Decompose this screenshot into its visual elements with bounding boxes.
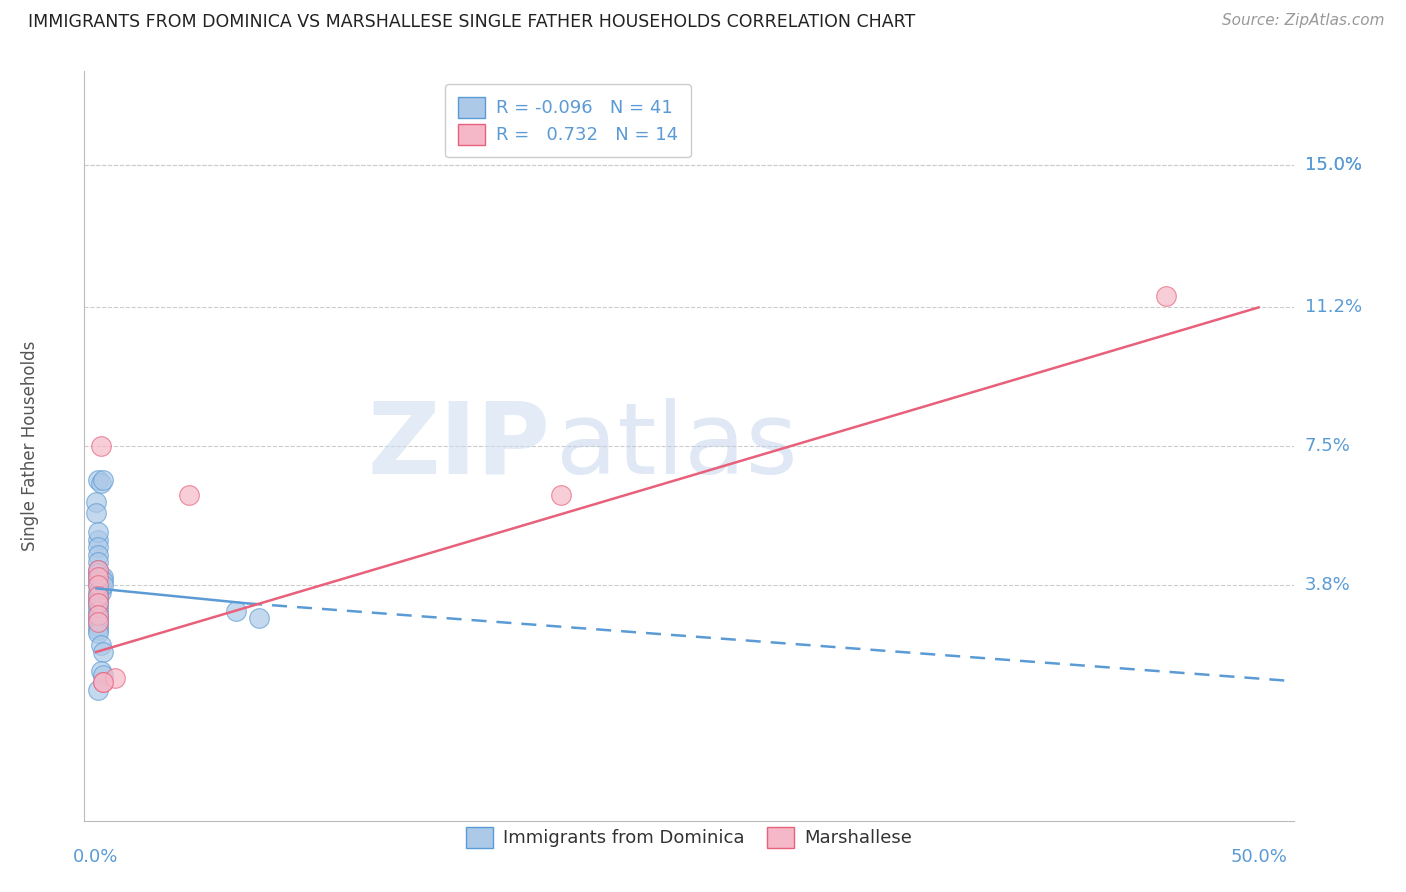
Point	[87, 615, 110, 629]
Text: ZIP: ZIP	[367, 398, 550, 494]
Point	[90, 577, 112, 591]
Text: 11.2%: 11.2%	[1305, 299, 1362, 317]
Point	[87, 615, 110, 629]
Point	[87, 566, 110, 581]
Text: Source: ZipAtlas.com: Source: ZipAtlas.com	[1222, 13, 1385, 29]
Point	[91, 667, 114, 681]
Point	[91, 473, 114, 487]
Point	[90, 664, 112, 678]
Point	[87, 563, 110, 577]
Point	[87, 570, 110, 584]
Text: 3.8%: 3.8%	[1305, 575, 1350, 593]
Point	[91, 570, 114, 584]
Point	[87, 619, 110, 633]
Point	[87, 525, 110, 540]
Point	[87, 589, 110, 603]
Point	[550, 488, 572, 502]
Legend: Immigrants from Dominica, Marshallese: Immigrants from Dominica, Marshallese	[453, 814, 925, 860]
Text: 50.0%: 50.0%	[1230, 848, 1286, 866]
Text: IMMIGRANTS FROM DOMINICA VS MARSHALLESE SINGLE FATHER HOUSEHOLDS CORRELATION CHA: IMMIGRANTS FROM DOMINICA VS MARSHALLESE …	[28, 13, 915, 31]
Point	[87, 611, 110, 625]
Point	[84, 495, 107, 509]
Point	[87, 626, 110, 640]
Point	[90, 476, 112, 491]
Point	[87, 600, 110, 615]
Point	[177, 488, 200, 502]
Point	[87, 589, 110, 603]
Point	[87, 607, 110, 622]
Point	[87, 574, 110, 588]
Point	[87, 555, 110, 569]
Point	[225, 604, 247, 618]
Point	[91, 645, 114, 659]
Point	[87, 585, 110, 599]
Point	[87, 473, 110, 487]
Point	[87, 607, 110, 622]
Point	[87, 623, 110, 637]
Text: 15.0%: 15.0%	[1305, 156, 1361, 174]
Point	[87, 540, 110, 554]
Point	[87, 563, 110, 577]
Point	[90, 585, 112, 599]
Point	[87, 604, 110, 618]
Point	[104, 671, 127, 685]
Point	[87, 577, 110, 591]
Point	[91, 577, 114, 591]
Point	[87, 570, 110, 584]
Point	[87, 577, 110, 591]
Point	[90, 582, 112, 596]
Text: atlas: atlas	[555, 398, 797, 494]
Point	[91, 675, 114, 690]
Text: 0.0%: 0.0%	[73, 848, 118, 866]
Point	[90, 439, 112, 453]
Point	[87, 533, 110, 547]
Point	[87, 596, 110, 610]
Point	[87, 596, 110, 610]
Point	[90, 570, 112, 584]
Point	[91, 574, 114, 588]
Text: 15.0%: 15.0%	[1305, 156, 1361, 174]
Point	[84, 507, 107, 521]
Point	[1154, 289, 1177, 303]
Point	[247, 611, 270, 625]
Point	[87, 548, 110, 562]
Point	[90, 638, 112, 652]
Text: 7.5%: 7.5%	[1305, 437, 1351, 455]
Text: Single Father Households: Single Father Households	[21, 341, 39, 551]
Point	[87, 592, 110, 607]
Point	[91, 675, 114, 690]
Point	[87, 682, 110, 697]
